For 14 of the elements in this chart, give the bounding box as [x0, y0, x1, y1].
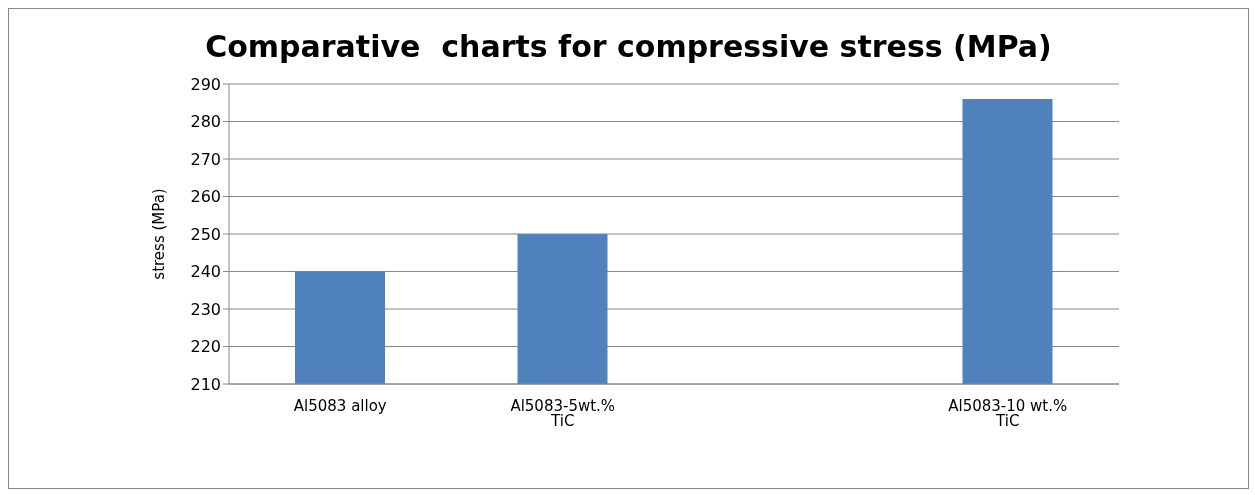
- y-tick-label: 210: [190, 374, 221, 394]
- x-tick-label: Al5083-5wt.% TiC: [510, 396, 616, 430]
- x-tick-label: Al5083-10 wt.% TiC: [948, 396, 1068, 430]
- y-tick-label: 250: [190, 224, 221, 244]
- y-tick-label: 240: [190, 262, 221, 282]
- y-tick-label: 260: [190, 187, 221, 207]
- y-tick-label: 280: [190, 112, 221, 132]
- y-tick-label: 230: [190, 299, 221, 319]
- y-axis-title: stress (MPa): [150, 188, 169, 280]
- y-tick-label: 290: [190, 74, 221, 94]
- x-tick-label: Al5083 alloy: [293, 396, 387, 415]
- y-tick-label: 220: [190, 337, 221, 357]
- chart-title: Comparative charts for compressive stress (MPa): [204, 29, 1053, 64]
- y-tick-label: 270: [190, 149, 221, 169]
